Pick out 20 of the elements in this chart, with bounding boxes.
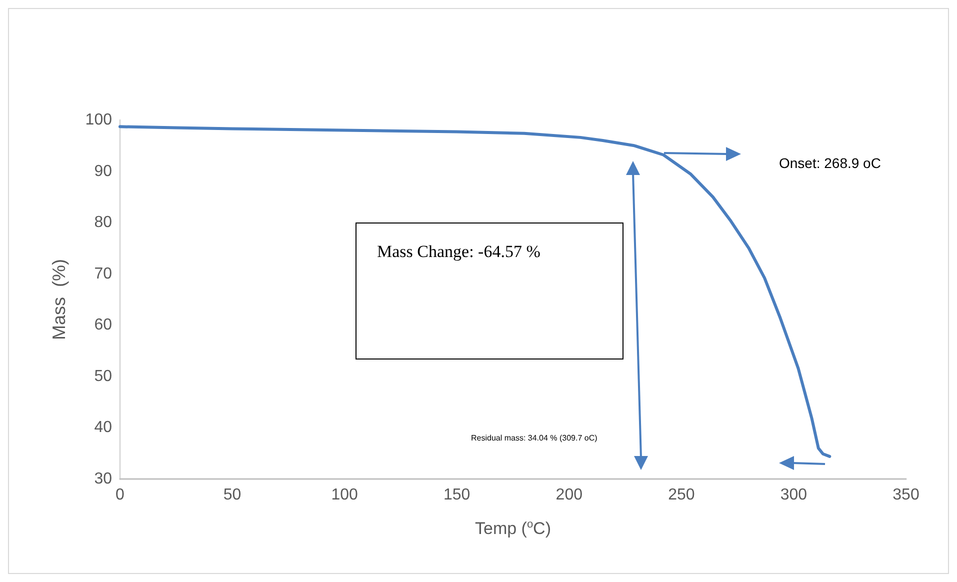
x-tick-label: 350 <box>892 486 920 504</box>
y-tick-label: 100 <box>85 112 112 128</box>
x-tick-label: 250 <box>668 486 695 504</box>
annotation: Mass Change: -64.57 % <box>377 242 540 261</box>
y-tick-label: 30 <box>94 470 112 488</box>
x-tick-label: 200 <box>556 486 583 504</box>
x-tick-label: 100 <box>331 486 358 504</box>
x-tick-label: 150 <box>444 486 470 504</box>
annotation: Onset: 268.9 oC <box>779 155 881 171</box>
y-tick-label: 80 <box>94 214 112 232</box>
y-tick-label: 60 <box>94 316 112 334</box>
y-tick-label: 50 <box>94 368 112 385</box>
y-tick-label: 90 <box>94 162 112 180</box>
x-tick-label: 50 <box>223 486 242 504</box>
y-tick-label: 40 <box>94 419 112 436</box>
x-tick-label: 0 <box>116 486 125 504</box>
annotation: Residual mass: 34.04 % (309.7 oC) <box>471 434 598 442</box>
x-tick-label: 300 <box>780 486 808 504</box>
y-axis-title: Mass (%) <box>49 259 69 340</box>
y-tick-label: 70 <box>94 265 112 282</box>
